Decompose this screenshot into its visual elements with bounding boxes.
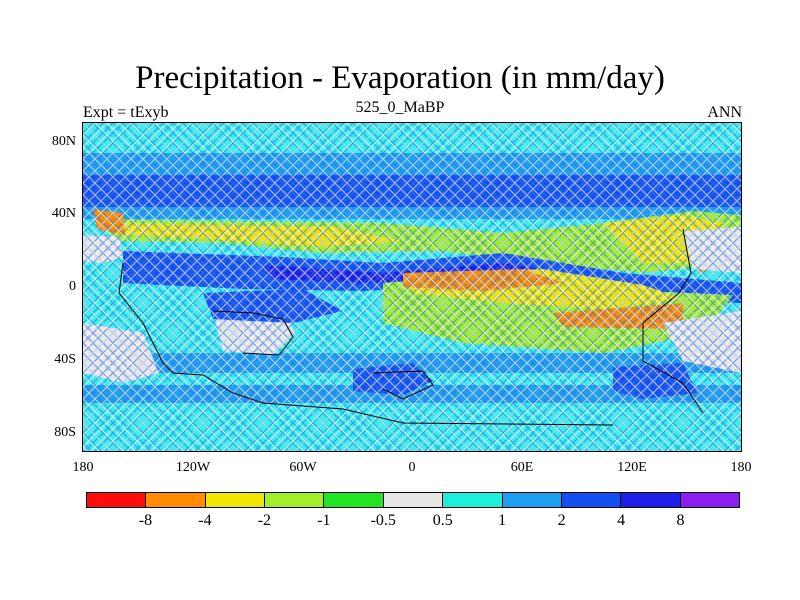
colorbar-label-7: 2	[557, 512, 566, 529]
colorbar-label-6: 1	[498, 512, 507, 529]
colorbar-swatch-6	[443, 493, 503, 507]
colorbar-swatch-8	[561, 493, 622, 507]
colorbar-label-1: -4	[198, 512, 212, 529]
colorbar-swatch-9	[621, 493, 681, 507]
colorbar-swatch-2	[205, 493, 266, 507]
colorbar-label-9: 8	[676, 512, 685, 529]
colorbar	[86, 492, 740, 508]
lat-label-40s: 40S	[54, 352, 76, 367]
lon-label-180w: 180	[72, 460, 94, 475]
coastline-central	[212, 310, 294, 356]
lon-label-120e: 120E	[617, 460, 647, 475]
lon-label-60w: 60W	[289, 460, 317, 475]
lat-label-0: 0	[69, 279, 76, 294]
precip-evap-map	[83, 123, 741, 451]
hatching-overlay-light	[83, 123, 741, 451]
colorbar-swatch-4	[324, 493, 384, 507]
colorbar-swatch-7	[502, 493, 562, 507]
lon-label-60e: 60E	[510, 460, 534, 475]
coastline-west	[118, 262, 614, 426]
colorbar-label-4: -0.5	[370, 512, 396, 529]
colorbar-label-8: 4	[617, 512, 626, 529]
lat-label-80n: 80N	[51, 134, 76, 149]
plot-subtitle: 525_0_MaBP	[355, 99, 445, 116]
coastline-south-loop	[372, 370, 434, 400]
colorbar-swatch-0	[87, 493, 147, 507]
coastline-east	[642, 228, 704, 414]
experiment-label: Expt = tExyb	[83, 104, 169, 121]
season-label: ANN	[707, 104, 742, 121]
colorbar-swatch-5	[383, 493, 444, 507]
lat-label-40n: 40N	[51, 206, 76, 221]
colorbar-swatch-3	[265, 493, 325, 507]
lon-label-120w: 120W	[175, 460, 211, 475]
colorbar-swatch-1	[146, 493, 206, 507]
lon-label-0: 0	[408, 460, 416, 475]
colorbar-label-3: -1	[317, 512, 331, 529]
plot-title: Precipitation - Evaporation (in mm/day)	[135, 60, 665, 96]
colorbar-swatch-10	[680, 493, 739, 507]
lat-label-80s: 80S	[54, 425, 76, 440]
lon-label-180e: 180	[730, 460, 752, 475]
colorbar-label-2: -2	[257, 512, 272, 529]
colorbar-label-5: 0.5	[432, 512, 453, 529]
colorbar-label-0: -8	[138, 512, 153, 529]
map-panel	[82, 122, 742, 452]
